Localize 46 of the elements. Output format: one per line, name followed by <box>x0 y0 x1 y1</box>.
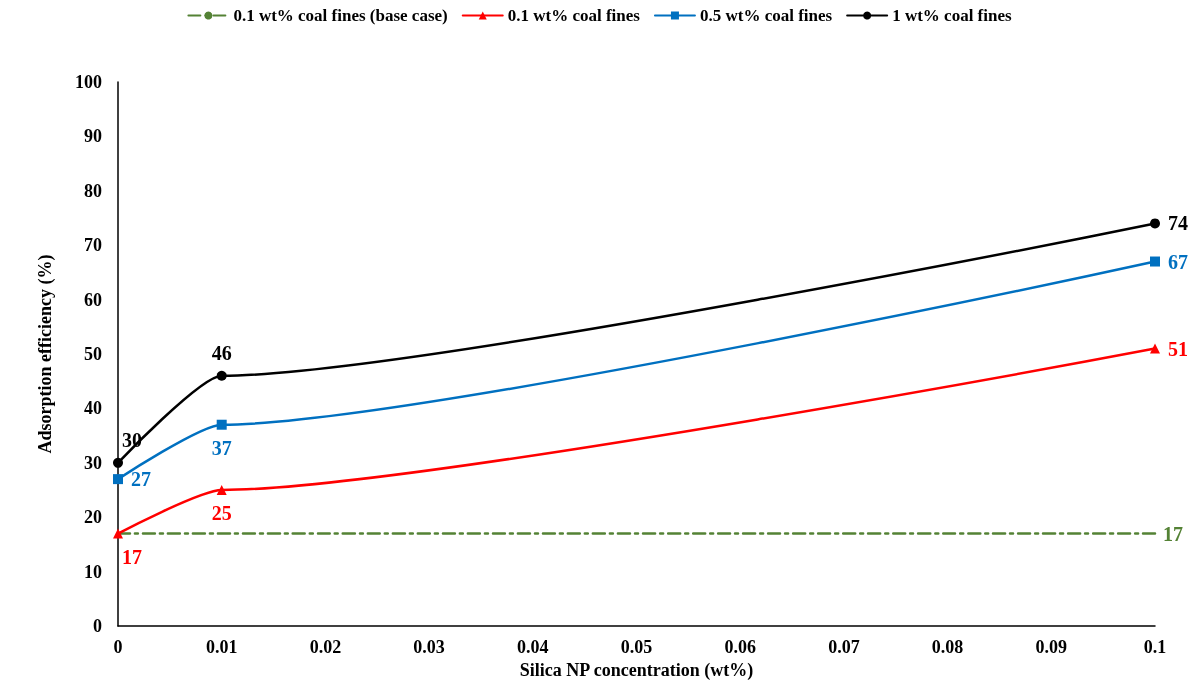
y-tick-label: 0 <box>93 616 102 636</box>
x-tick-label: 0.03 <box>413 637 445 657</box>
y-tick-label: 100 <box>75 72 102 92</box>
data-label: 27 <box>131 468 151 491</box>
x-tick-label: 0.1 <box>1143 637 1167 657</box>
data-label: 17 <box>1163 522 1183 545</box>
legend-label: 0.1 wt% coal fines (base case) <box>233 6 448 25</box>
point <box>1150 256 1160 267</box>
x-tick-label: 0.07 <box>828 637 860 657</box>
point <box>1150 343 1160 354</box>
point <box>216 419 227 430</box>
point <box>216 485 227 495</box>
point <box>113 457 123 468</box>
point <box>113 474 123 485</box>
legend-label: 1 wt% coal fines <box>892 6 1012 25</box>
x-tick-label: 0.02 <box>309 637 342 657</box>
point <box>113 528 123 539</box>
legend-label: 0.5 wt% coal fines <box>699 6 833 25</box>
data-label: 37 <box>211 436 232 459</box>
x-tick-label: 0.08 <box>931 637 964 657</box>
y-tick-label: 90 <box>84 126 102 147</box>
legend-label: 0.1 wt% coal fines <box>507 6 641 25</box>
y-axis-title: Adsorption efficiency (%) <box>35 254 56 454</box>
y-tick-label: 20 <box>84 507 102 528</box>
x-tick-label: 0.06 <box>724 637 756 657</box>
data-label: 46 <box>211 341 232 364</box>
point <box>1150 218 1160 229</box>
y-tick-label: 50 <box>84 344 102 364</box>
y-tick-label: 80 <box>84 180 102 201</box>
x-tick-label: 0.05 <box>620 637 653 657</box>
data-label: 17 <box>122 545 142 568</box>
data-label: 67 <box>1168 250 1188 273</box>
point <box>216 370 227 381</box>
x-tick-label: 0.04 <box>517 637 549 657</box>
y-tick-label: 40 <box>84 398 102 419</box>
x-tick-label: 0.09 <box>1035 637 1068 657</box>
data-label: 74 <box>1168 212 1188 235</box>
y-tick-label: 70 <box>84 235 102 256</box>
data-label: 51 <box>1168 337 1188 360</box>
y-tick-label: 10 <box>84 561 102 582</box>
data-label: 25 <box>211 502 232 524</box>
y-tick-label: 30 <box>84 452 102 473</box>
x-tick-label: 0 <box>113 637 123 657</box>
x-axis-title: Silica NP concentration (wt%) <box>519 659 754 681</box>
x-tick-label: 0.01 <box>205 637 238 657</box>
y-tick-label: 60 <box>84 289 102 310</box>
